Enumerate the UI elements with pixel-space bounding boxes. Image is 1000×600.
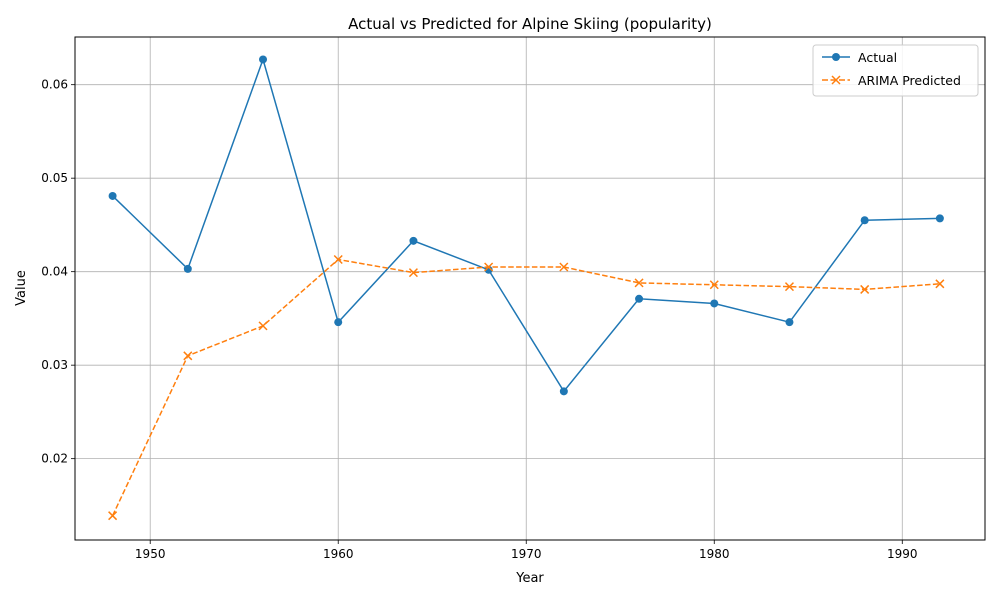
x-tick-label: 1970 <box>511 547 542 561</box>
y-tick-label: 0.05 <box>41 171 68 185</box>
y-axis: 0.02 0.03 0.04 0.05 0.06 <box>41 78 75 466</box>
y-tick-label: 0.06 <box>41 78 68 92</box>
plot-frame <box>74 36 986 541</box>
x-axis-label: Year <box>515 571 544 586</box>
data-point-predicted <box>634 278 644 288</box>
legend-label-predicted: ARIMA Predicted <box>858 73 961 88</box>
data-point-predicted <box>860 284 870 294</box>
data-point-predicted <box>408 268 418 278</box>
data-point-actual <box>334 318 343 327</box>
x-tick-label: 1990 <box>887 547 918 561</box>
data-point-actual <box>559 387 568 396</box>
legend-marker-predicted <box>831 75 841 85</box>
legend-box <box>812 44 979 97</box>
data-point-actual <box>183 264 192 273</box>
data-point-actual <box>710 299 719 308</box>
series-line-predicted <box>111 258 940 517</box>
data-point-predicted <box>935 279 945 289</box>
data-point-predicted <box>333 254 343 265</box>
data-point-predicted <box>183 351 193 361</box>
data-point-actual <box>108 191 117 200</box>
data-point-predicted <box>258 321 268 331</box>
legend: Actual ARIMA Predicted <box>812 44 979 97</box>
legend-label-actual: Actual <box>858 50 897 65</box>
data-point-actual <box>785 318 794 327</box>
x-tick-label: 1960 <box>323 547 354 561</box>
data-point-actual <box>635 294 644 303</box>
y-tick-label: 0.03 <box>41 358 68 372</box>
x-tick-label: 1950 <box>135 547 166 561</box>
data-point-predicted <box>709 280 719 290</box>
y-tick-label: 0.04 <box>41 265 68 279</box>
y-axis-label: Value <box>14 270 29 306</box>
series-line-actual <box>112 56 940 393</box>
data-point-actual <box>860 216 869 225</box>
data-point-actual <box>409 236 418 245</box>
y-tick-label: 0.02 <box>41 452 68 466</box>
data-point-predicted <box>484 262 494 272</box>
legend-marker-actual <box>832 53 840 61</box>
series-layer <box>108 55 945 521</box>
data-point-predicted <box>784 282 794 292</box>
x-tick-label: 1980 <box>699 547 730 561</box>
data-point-predicted <box>559 262 569 272</box>
data-point-predicted <box>108 511 118 521</box>
data-point-actual <box>259 55 268 64</box>
data-point-actual <box>935 214 944 223</box>
chart-title: Actual vs Predicted for Alpine Skiing (p… <box>348 15 712 33</box>
x-axis: 1950 1960 1970 1980 1990 <box>135 540 918 561</box>
